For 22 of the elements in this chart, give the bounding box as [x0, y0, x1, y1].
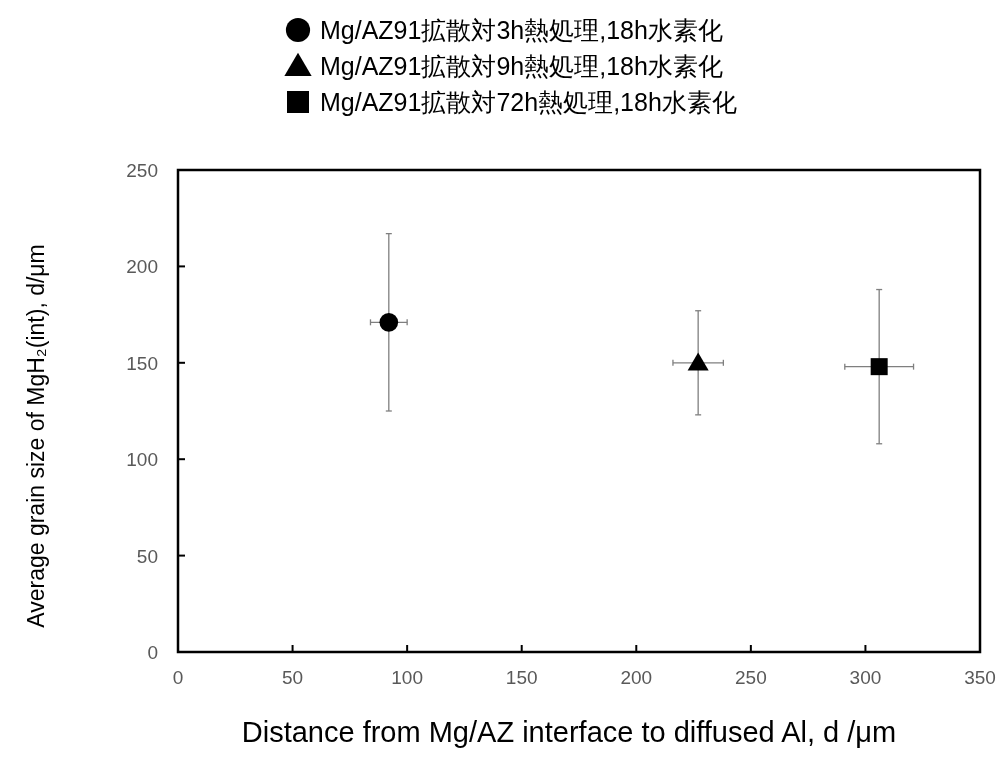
x-tick-label: 100 — [391, 667, 423, 688]
y-axis-title: Average grain size of MgH₂(int), d/μm — [23, 244, 49, 628]
point — [379, 312, 399, 332]
point — [870, 358, 888, 376]
x-tick-label: 50 — [282, 667, 304, 688]
legend-label: Mg/AZ91拡散対9h熱処理,18h水素化 — [320, 52, 723, 80]
y-tick-label: 150 — [126, 352, 158, 374]
legend-label: Mg/AZ91拡散対3h熱処理,18h水素化 — [320, 16, 723, 44]
x-axis-title: Distance from Mg/AZ interface to diffused Al, d /μm — [241, 716, 897, 748]
x-tick-label: 200 — [620, 667, 653, 688]
legend-label: Mg/AZ91拡散対72h熱処理,18h水素化 — [320, 88, 737, 116]
y-tick-label: 200 — [126, 256, 158, 278]
y-tick-label: 0 — [147, 642, 158, 663]
y-tick-label: 50 — [136, 545, 158, 567]
x-tick-label: 300 — [849, 667, 882, 688]
point — [687, 352, 709, 371]
x-tick-label: 150 — [505, 667, 538, 688]
x-tick-label: 350 — [964, 667, 996, 688]
y-tick-label: 250 — [126, 160, 158, 181]
x-tick-label: 0 — [172, 667, 184, 688]
y-tick-label: 100 — [126, 449, 158, 471]
x-tick-label: 250 — [735, 667, 767, 688]
